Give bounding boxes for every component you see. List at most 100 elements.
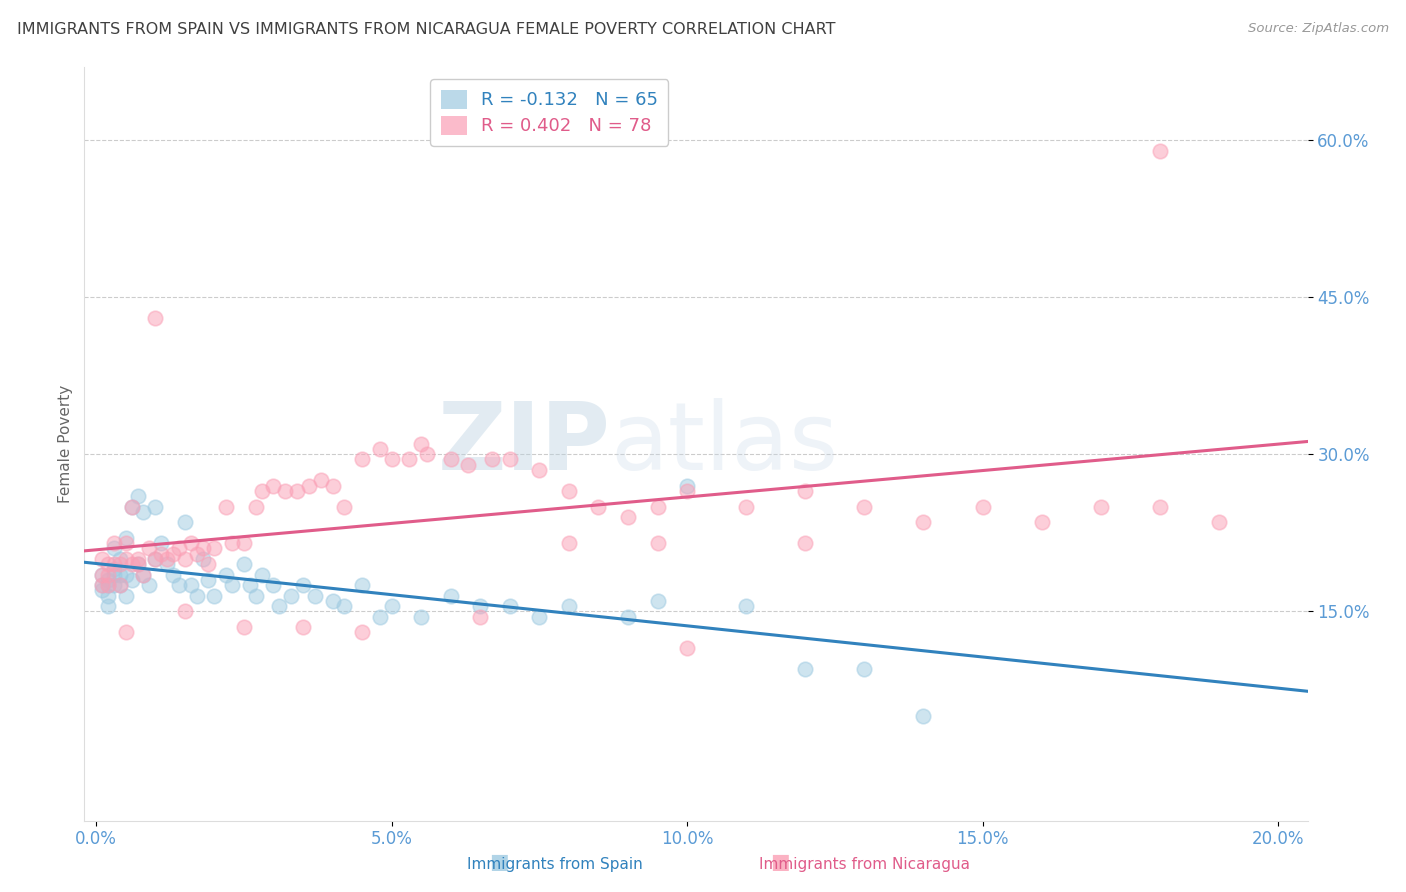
Point	[132, 567, 155, 582]
Point	[97, 573, 120, 587]
Point	[138, 578, 160, 592]
Point	[292, 620, 315, 634]
Point	[411, 609, 433, 624]
Point	[411, 437, 433, 451]
Point	[143, 500, 166, 514]
Point	[167, 541, 190, 556]
Point	[186, 547, 208, 561]
Point	[91, 552, 114, 566]
Point	[173, 604, 195, 618]
Point	[368, 609, 391, 624]
Point	[186, 589, 208, 603]
Point	[499, 599, 522, 613]
Point	[470, 599, 492, 613]
Y-axis label: Female Poverty: Female Poverty	[58, 384, 73, 503]
Point	[381, 599, 404, 613]
Point	[309, 474, 332, 488]
Point	[912, 516, 935, 530]
Point	[269, 599, 291, 613]
Point	[322, 478, 344, 492]
Point	[108, 578, 131, 592]
Point	[180, 578, 202, 592]
Point	[91, 583, 114, 598]
Point	[481, 452, 503, 467]
Point	[97, 578, 120, 592]
Point	[114, 531, 136, 545]
Point	[103, 536, 125, 550]
Text: ■: ■	[489, 853, 509, 872]
Point	[150, 536, 173, 550]
Point	[647, 594, 669, 608]
Point	[250, 483, 273, 498]
Point	[97, 578, 120, 592]
Point	[676, 483, 699, 498]
Point	[121, 573, 143, 587]
Point	[853, 662, 876, 676]
Point	[202, 541, 225, 556]
Point	[333, 599, 356, 613]
Point	[221, 536, 243, 550]
Point	[322, 594, 344, 608]
Point	[558, 483, 581, 498]
Point	[103, 557, 125, 571]
Point	[735, 500, 758, 514]
Point	[114, 589, 136, 603]
Point	[457, 458, 479, 472]
Point	[529, 609, 551, 624]
Point	[156, 552, 179, 566]
Point	[215, 500, 238, 514]
Point	[352, 452, 374, 467]
Point	[162, 547, 184, 561]
Point	[91, 567, 114, 582]
Point	[232, 557, 254, 571]
Point	[191, 541, 214, 556]
Point	[232, 620, 254, 634]
Point	[91, 578, 114, 592]
Text: atlas: atlas	[610, 398, 838, 490]
Point	[470, 609, 492, 624]
Point	[127, 557, 149, 571]
Point	[250, 567, 273, 582]
Point	[114, 536, 136, 550]
Point	[114, 552, 136, 566]
Text: Immigrants from Spain: Immigrants from Spain	[467, 857, 644, 872]
Point	[97, 589, 120, 603]
Point	[440, 589, 463, 603]
Text: IMMIGRANTS FROM SPAIN VS IMMIGRANTS FROM NICARAGUA FEMALE POVERTY CORRELATION CH: IMMIGRANTS FROM SPAIN VS IMMIGRANTS FROM…	[17, 22, 835, 37]
Point	[352, 578, 374, 592]
Point	[1149, 144, 1171, 158]
Point	[108, 567, 131, 582]
Point	[108, 557, 131, 571]
Point	[232, 536, 254, 550]
Point	[173, 516, 195, 530]
Point	[285, 483, 308, 498]
Point	[794, 662, 817, 676]
Text: Immigrants from Nicaragua: Immigrants from Nicaragua	[759, 857, 970, 872]
Text: Source: ZipAtlas.com: Source: ZipAtlas.com	[1249, 22, 1389, 36]
Point	[912, 709, 935, 723]
Point	[191, 552, 214, 566]
Point	[262, 478, 284, 492]
Point	[1208, 516, 1230, 530]
Point	[114, 567, 136, 582]
Point	[143, 552, 166, 566]
Point	[352, 625, 374, 640]
Point	[103, 567, 125, 582]
Point	[617, 510, 640, 524]
Point	[97, 557, 120, 571]
Point	[280, 589, 302, 603]
Point	[794, 536, 817, 550]
Point	[150, 547, 173, 561]
Point	[558, 599, 581, 613]
Point	[529, 463, 551, 477]
Point	[1090, 500, 1112, 514]
Point	[97, 599, 120, 613]
Point	[221, 578, 243, 592]
Text: ■: ■	[770, 853, 790, 872]
Point	[108, 552, 131, 566]
Point	[368, 442, 391, 456]
Point	[298, 478, 321, 492]
Point	[398, 452, 420, 467]
Point	[180, 536, 202, 550]
Point	[162, 567, 184, 582]
